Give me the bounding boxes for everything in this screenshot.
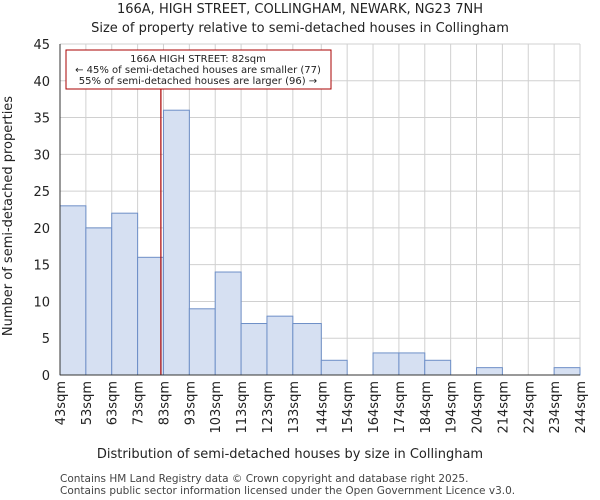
histogram-bar xyxy=(137,256,164,376)
footer-line-2: Contains public sector information licen… xyxy=(60,485,515,497)
x-tick-label: 123sqm xyxy=(261,381,276,434)
y-axis-label: Number of semi-detached properties xyxy=(1,96,16,336)
histogram-bar xyxy=(111,212,139,376)
x-tick-label: 93sqm xyxy=(183,381,198,425)
x-tick-label: 133sqm xyxy=(287,381,302,434)
y-tick-labels: 0 5 10 15 20 25 30 35 40 45 xyxy=(33,38,50,384)
x-tick-label: 164sqm xyxy=(367,381,382,434)
histogram-bar xyxy=(85,227,113,376)
histogram-bar xyxy=(266,315,294,376)
histogram-bar xyxy=(476,367,503,376)
histogram-bar xyxy=(424,359,452,376)
x-tick-label: 43sqm xyxy=(54,381,69,425)
chart-subtitle: Size of property relative to semi-detach… xyxy=(91,21,509,36)
y-tick-label: 45 xyxy=(33,38,50,53)
histogram-bar xyxy=(162,109,190,376)
footer-line-1: Contains HM Land Registry data © Crown c… xyxy=(60,473,468,485)
x-tick-label: 244sqm xyxy=(574,381,589,434)
histogram-bar xyxy=(553,367,581,376)
x-tick-label: 63sqm xyxy=(106,381,121,425)
x-tick-label: 214sqm xyxy=(496,381,511,434)
y-tick-label: 30 xyxy=(33,148,50,163)
y-tick-label: 25 xyxy=(33,185,50,200)
histogram-bar xyxy=(372,352,400,376)
annotation-frame xyxy=(65,49,332,90)
histogram-bar xyxy=(320,359,348,376)
y-tick-label: 20 xyxy=(33,222,50,237)
annotation-line-2: ← 45% of semi-detached houses are smalle… xyxy=(75,65,321,76)
x-tick-labels: 43sqm 53sqm 63sqm 73sqm 83sqm 93sqm 103sqm 113s… xyxy=(54,381,589,434)
y-tick-label: 15 xyxy=(33,259,50,274)
x-tick-label: 204sqm xyxy=(471,381,486,434)
chart-title: 166A, HIGH STREET, COLLINGHAM, NEWARK, N… xyxy=(117,2,483,17)
y-tick-label: 10 xyxy=(33,295,50,310)
histogram-bar xyxy=(292,323,322,376)
x-tick-label: 234sqm xyxy=(548,381,563,434)
annotation-line-1: 166A HIGH STREET: 82sqm xyxy=(130,54,266,65)
x-axis-label: Distribution of semi-detached houses by … xyxy=(97,447,483,462)
x-tick-label: 184sqm xyxy=(419,381,434,434)
y-tick-label: 5 xyxy=(42,332,50,347)
bar-layer xyxy=(59,109,581,376)
y-tick-label: 0 xyxy=(42,369,50,384)
x-tick-label: 224sqm xyxy=(522,381,537,434)
histogram-bar xyxy=(188,308,216,376)
annotation-box: 166A HIGH STREET: 82sqm ← 45% of semi-de… xyxy=(65,49,332,90)
x-tick-label: 113sqm xyxy=(235,381,250,434)
histogram-bar xyxy=(398,352,426,376)
histogram-bar xyxy=(214,271,242,376)
histogram-bar xyxy=(240,323,268,376)
x-tick-label: 83sqm xyxy=(157,381,172,425)
x-tick-label: 144sqm xyxy=(315,381,330,434)
x-tick-label: 154sqm xyxy=(341,381,356,434)
x-tick-label: 194sqm xyxy=(445,381,460,434)
y-tick-label: 35 xyxy=(33,112,50,127)
axis-layer xyxy=(59,44,580,376)
x-tick-label: 174sqm xyxy=(393,381,408,434)
histogram-bar xyxy=(59,205,87,376)
y-tick-label: 40 xyxy=(33,75,50,90)
x-tick-label: 103sqm xyxy=(209,381,224,434)
x-tick-label: 53sqm xyxy=(80,381,95,425)
x-tick-label: 73sqm xyxy=(132,381,147,425)
annotation-line-3: 55% of semi-detached houses are larger (… xyxy=(79,76,317,87)
